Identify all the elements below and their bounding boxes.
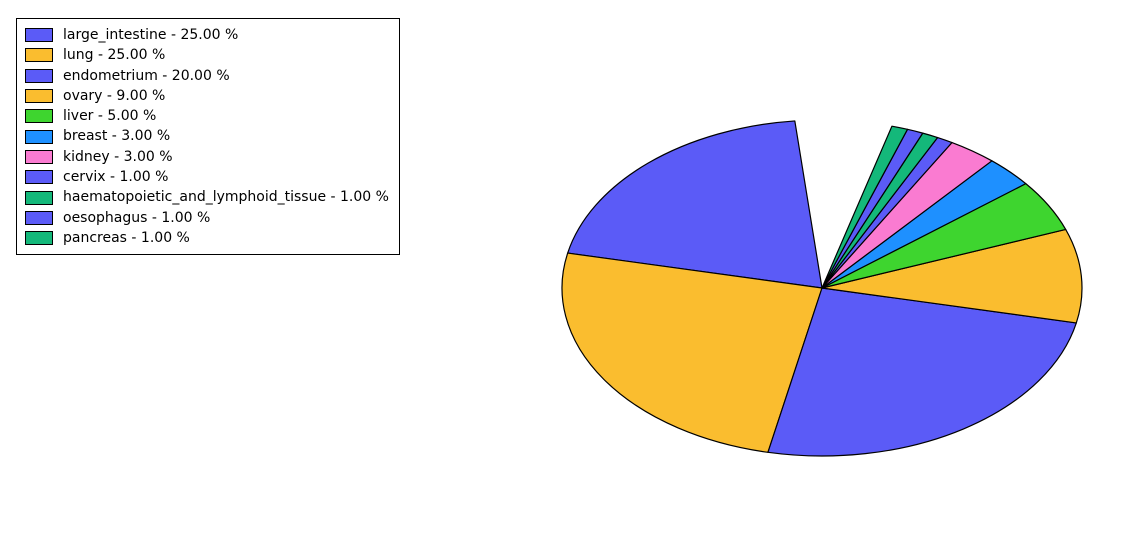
legend-item: oesophagus - 1.00 % bbox=[25, 208, 389, 228]
legend-item: endometrium - 20.00 % bbox=[25, 66, 389, 86]
legend-item: haematopoietic_and_lymphoid_tissue - 1.0… bbox=[25, 187, 389, 207]
legend-swatch bbox=[25, 109, 53, 123]
legend-label: breast - 3.00 % bbox=[63, 126, 170, 146]
pie-chart bbox=[560, 118, 1085, 458]
legend-label: ovary - 9.00 % bbox=[63, 86, 165, 106]
legend-label: haematopoietic_and_lymphoid_tissue - 1.0… bbox=[63, 187, 389, 207]
legend-label: liver - 5.00 % bbox=[63, 106, 156, 126]
legend-item: cervix - 1.00 % bbox=[25, 167, 389, 187]
legend-item: large_intestine - 25.00 % bbox=[25, 25, 389, 45]
legend-label: endometrium - 20.00 % bbox=[63, 66, 230, 86]
legend-swatch bbox=[25, 150, 53, 164]
legend-item: ovary - 9.00 % bbox=[25, 86, 389, 106]
legend-label: kidney - 3.00 % bbox=[63, 147, 173, 167]
legend-swatch bbox=[25, 170, 53, 184]
legend-item: lung - 25.00 % bbox=[25, 45, 389, 65]
legend-swatch bbox=[25, 191, 53, 205]
legend-swatch bbox=[25, 231, 53, 245]
legend-label: large_intestine - 25.00 % bbox=[63, 25, 238, 45]
legend-swatch bbox=[25, 130, 53, 144]
legend-swatch bbox=[25, 69, 53, 83]
legend-swatch bbox=[25, 28, 53, 42]
legend-label: cervix - 1.00 % bbox=[63, 167, 168, 187]
legend-item: breast - 3.00 % bbox=[25, 126, 389, 146]
legend-swatch bbox=[25, 48, 53, 62]
legend-item: kidney - 3.00 % bbox=[25, 147, 389, 167]
pie-legend: large_intestine - 25.00 %lung - 25.00 %e… bbox=[16, 18, 400, 255]
legend-item: liver - 5.00 % bbox=[25, 106, 389, 126]
legend-label: oesophagus - 1.00 % bbox=[63, 208, 210, 228]
legend-label: lung - 25.00 % bbox=[63, 45, 165, 65]
legend-item: pancreas - 1.00 % bbox=[25, 228, 389, 248]
legend-label: pancreas - 1.00 % bbox=[63, 228, 190, 248]
legend-swatch bbox=[25, 89, 53, 103]
legend-swatch bbox=[25, 211, 53, 225]
